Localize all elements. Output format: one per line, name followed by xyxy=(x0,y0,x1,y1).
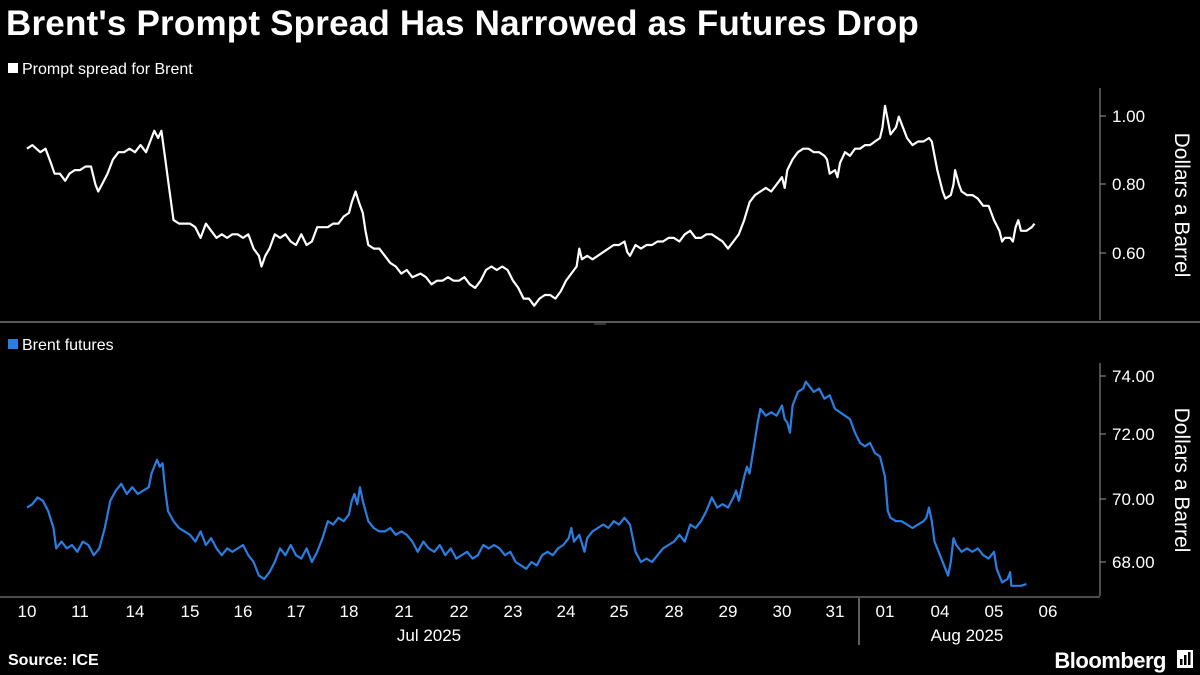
x-tick-label: 01 xyxy=(876,602,895,621)
futures-y-tick-label: 74.00 xyxy=(1112,367,1155,386)
x-tick-label: 31 xyxy=(826,602,845,621)
legend-futures-label: Brent futures xyxy=(22,337,114,354)
x-tick-label: 28 xyxy=(665,602,684,621)
x-tick-label: 10 xyxy=(18,602,37,621)
futures-series-line xyxy=(26,380,1027,587)
spread-y-tick-label: 1.00 xyxy=(1112,107,1145,126)
month-label: Jul 2025 xyxy=(397,626,461,645)
futures-y-tick-label: 70.00 xyxy=(1112,490,1155,509)
brand-logo: Bloomberg xyxy=(1054,648,1166,673)
spread-series-line xyxy=(26,104,1036,307)
futures-y-axis-label: Dollars a Barrel xyxy=(1170,408,1193,553)
spread-y-axis-label: Dollars a Barrel xyxy=(1170,133,1193,278)
x-tick-label: 24 xyxy=(557,602,576,621)
month-label: Aug 2025 xyxy=(931,626,1004,645)
x-tick-label: 15 xyxy=(181,602,200,621)
x-tick-label: 17 xyxy=(287,602,306,621)
x-tick-label: 14 xyxy=(126,602,145,621)
legend-spread: Prompt spread for Brent xyxy=(8,61,193,79)
legend-spread-swatch xyxy=(8,63,18,73)
legend-futures: Brent futures xyxy=(8,337,114,355)
x-tick-label: 16 xyxy=(234,602,253,621)
x-tick-label: 25 xyxy=(610,602,629,621)
bloomberg-terminal-icon xyxy=(1177,650,1193,668)
x-tick-label: 04 xyxy=(931,602,950,621)
x-tick-label: 22 xyxy=(450,602,469,621)
chart-title: Brent's Prompt Spread Has Narrowed as Fu… xyxy=(6,4,919,43)
spread-y-tick-label: 0.80 xyxy=(1112,175,1145,194)
spread-y-tick-label: 0.60 xyxy=(1112,244,1145,263)
futures-y-tick-label: 68.00 xyxy=(1112,553,1155,572)
x-tick-label: 05 xyxy=(985,602,1004,621)
x-tick-label: 21 xyxy=(395,602,414,621)
x-tick-label: 11 xyxy=(71,602,89,621)
legend-spread-label: Prompt spread for Brent xyxy=(22,61,193,78)
x-tick-label: 23 xyxy=(504,602,523,621)
source-note: Source: ICE xyxy=(8,652,99,669)
futures-y-tick-label: 72.00 xyxy=(1112,425,1155,444)
x-tick-label: 18 xyxy=(340,602,359,621)
legend-futures-swatch xyxy=(8,339,18,349)
x-tick-label: 06 xyxy=(1039,602,1058,621)
x-tick-label: 30 xyxy=(773,602,792,621)
x-tick-label: 29 xyxy=(719,602,738,621)
